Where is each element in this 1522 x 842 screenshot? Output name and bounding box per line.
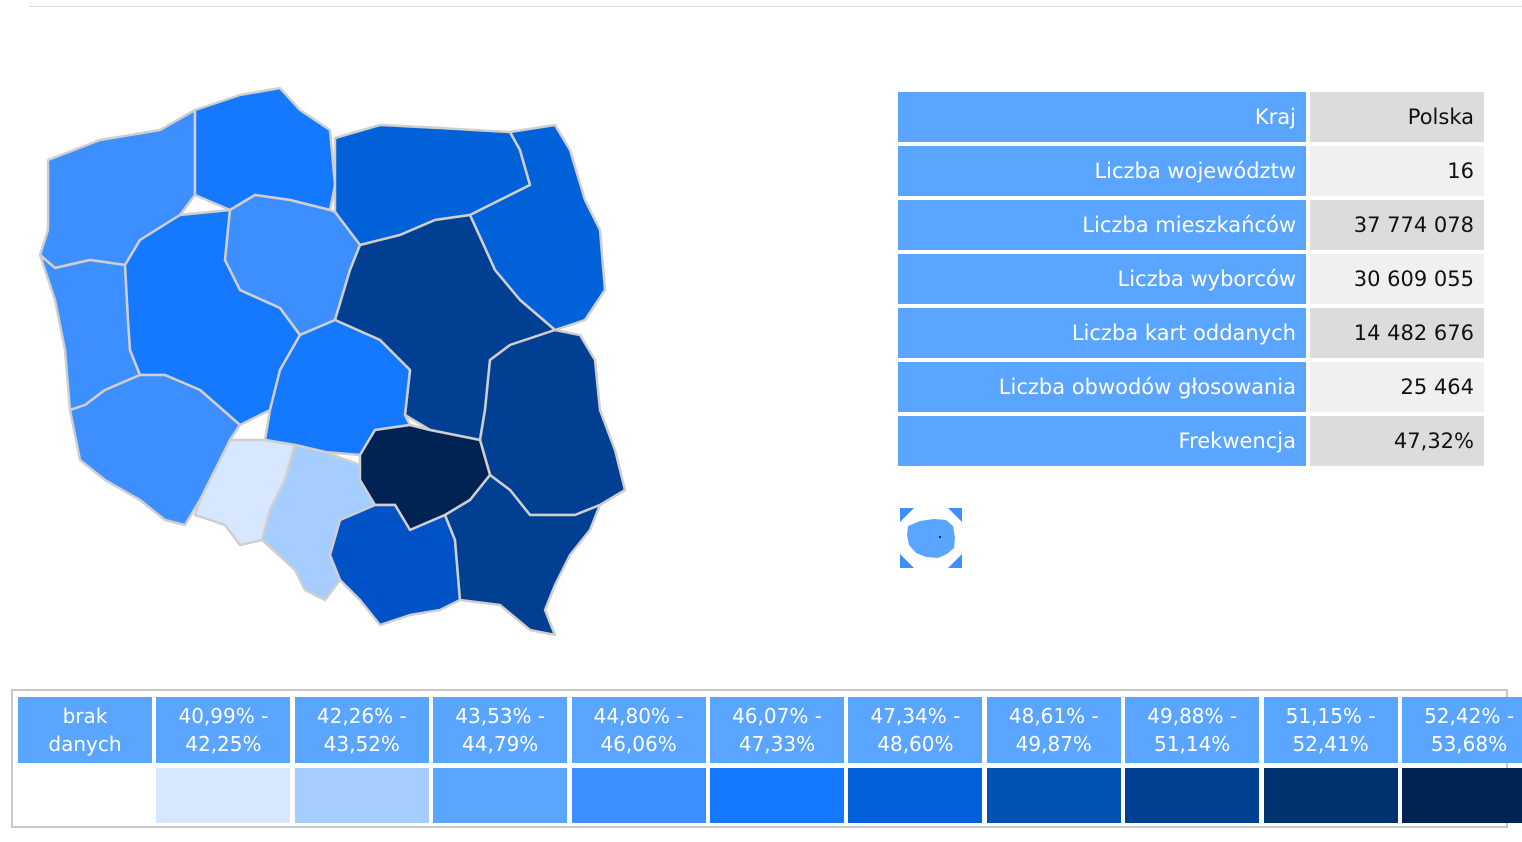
legend-swatch: [18, 768, 152, 823]
minimap-corner-icon: [900, 554, 914, 568]
legend-range-label: 47,34% - 48,60%: [848, 697, 983, 763]
minimap-corner-icon: [900, 508, 914, 522]
summary-label: Liczba kart oddanych: [898, 308, 1310, 358]
summary-value: 47,32%: [1310, 416, 1484, 466]
summary-table: Kraj Polska Liczba województw 16 Liczba mi…: [898, 88, 1484, 470]
legend-swatch: [1402, 768, 1522, 823]
summary-label: Liczba województw: [898, 146, 1310, 196]
minimap-position-marker: [939, 536, 941, 538]
legend-range-to: 49,87%: [1015, 732, 1092, 756]
summary-value: 25 464: [1310, 362, 1484, 412]
legend-range-label: 43,53% - 44,79%: [433, 697, 568, 763]
legend-range-to: 46,06%: [600, 732, 677, 756]
legend-range-to: danych: [48, 732, 122, 756]
summary-label: Liczba obwodów głosowania: [898, 362, 1310, 412]
legend-swatch: [433, 768, 568, 823]
legend-range-label: 44,80% - 46,06%: [571, 697, 706, 763]
region-pomorskie[interactable]: [193, 86, 337, 212]
summary-value: 37 774 078: [1310, 200, 1484, 250]
legend-swatch: [986, 768, 1121, 823]
region-podkarpackie[interactable]: [443, 473, 602, 637]
legend-range-to: 51,14%: [1154, 732, 1231, 756]
summary-label: Frekwencja: [898, 416, 1310, 466]
legend-range-from: brak: [62, 704, 108, 728]
legend-range-from: 46,07% -: [732, 704, 822, 728]
region-opolskie[interactable]: [193, 438, 297, 547]
turnout-legend: brak danych 40,99% - 42,25% 42,26% - 43,52% 43…: [11, 689, 1522, 828]
minimap-corner-icon: [948, 554, 962, 568]
legend-range-from: 51,15% -: [1285, 704, 1376, 728]
legend-swatch: [294, 768, 429, 823]
legend-range-from: 43,53% -: [455, 704, 546, 728]
region-malopolskie[interactable]: [328, 503, 462, 627]
summary-label: Kraj: [898, 92, 1310, 142]
legend-range-to: 48,60%: [877, 732, 954, 756]
minimap-corner-icon: [948, 508, 962, 522]
summary-row: Liczba obwodów głosowania 25 464: [898, 362, 1484, 412]
minimap-poland-icon: [907, 519, 955, 558]
summary-row: Frekwencja 47,32%: [898, 416, 1484, 466]
legend-range-label: 40,99% - 42,25%: [156, 697, 291, 763]
legend-range-to: 52,41%: [1292, 732, 1369, 756]
minimap-navigator[interactable]: [900, 508, 962, 568]
legend-range-label: 49,88% - 51,14%: [1125, 697, 1260, 763]
legend-swatch: [1263, 768, 1398, 823]
legend-swatch: [1125, 768, 1260, 823]
legend-range-to: 53,68%: [1430, 732, 1508, 756]
summary-row: Liczba województw 16: [898, 146, 1484, 196]
legend-swatch: [710, 768, 844, 823]
legend-range-label: 42,26% - 43,52%: [294, 697, 429, 763]
legend-range-to: 43,52%: [323, 732, 400, 756]
legend-range-to: 47,33%: [738, 732, 816, 756]
legend-swatch: [848, 768, 983, 823]
legend-range-from: 42,26% -: [316, 704, 407, 728]
summary-row: Liczba kart oddanych 14 482 676: [898, 308, 1484, 358]
summary-row: Liczba mieszkańców 37 774 078: [898, 200, 1484, 250]
legend-range-from: 49,88% -: [1147, 704, 1238, 728]
legend-range-from: 40,99% -: [178, 704, 269, 728]
legend-range-label: 52,42% - 53,68%: [1402, 697, 1522, 763]
summary-label: Liczba mieszkańców: [898, 200, 1310, 250]
legend-range-from: 47,34% -: [870, 704, 961, 728]
legend-range-label: brak danych: [18, 697, 152, 763]
legend-swatch: [156, 768, 291, 823]
legend-swatch: [571, 768, 706, 823]
summary-row: Liczba wyborców 30 609 055: [898, 254, 1484, 304]
poland-turnout-map: [38, 86, 627, 637]
summary-value: Polska: [1310, 92, 1484, 142]
summary-row: Kraj Polska: [898, 92, 1484, 142]
legend-range-from: 52,42% -: [1424, 704, 1514, 728]
legend-range-label: 46,07% - 47,33%: [710, 697, 844, 763]
top-divider: [30, 6, 1522, 7]
legend-range-to: 42,25%: [185, 732, 262, 756]
summary-label: Liczba wyborców: [898, 254, 1310, 304]
legend-range-to: 44,79%: [462, 732, 539, 756]
legend-range-label: 51,15% - 52,41%: [1263, 697, 1398, 763]
legend-range-from: 48,61% -: [1008, 704, 1099, 728]
summary-value: 14 482 676: [1310, 308, 1484, 358]
legend-range-from: 44,80% -: [593, 704, 684, 728]
summary-value: 30 609 055: [1310, 254, 1484, 304]
summary-value: 16: [1310, 146, 1484, 196]
legend-range-label: 48,61% - 49,87%: [986, 697, 1121, 763]
